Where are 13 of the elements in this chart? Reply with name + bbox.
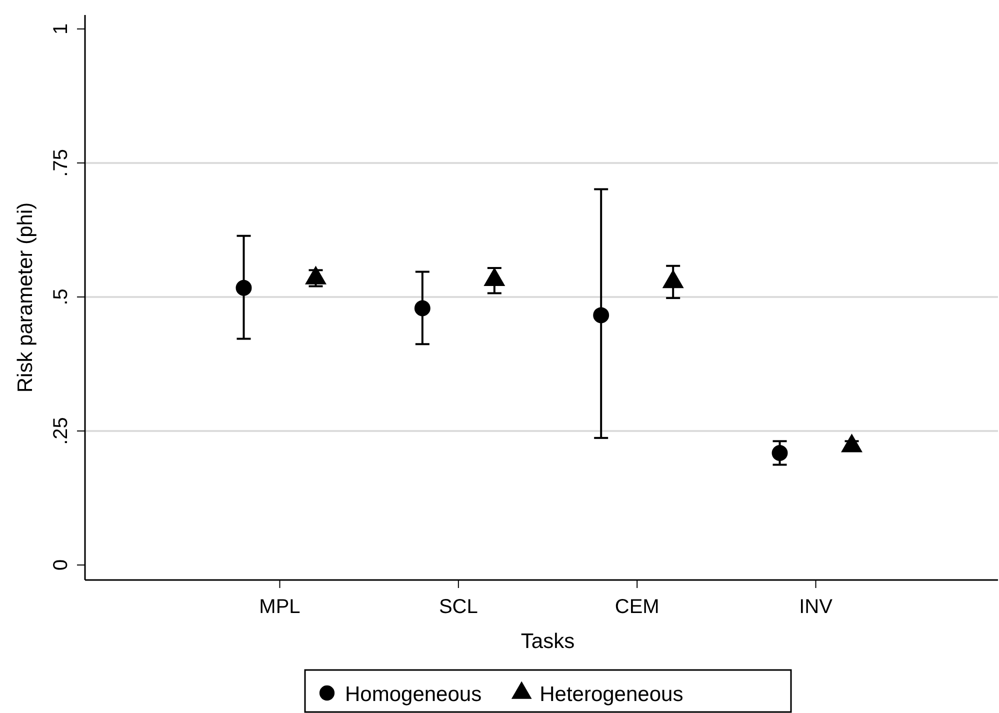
x-tick-label: SCL [438,596,478,618]
x-axis-title: Tasks [520,630,575,653]
y-tick-label: .25 [50,417,72,445]
y-tick-label: 0 [50,559,72,571]
y-axis-title: Risk parameter (phi) [14,202,37,393]
x-tick-label: INV [799,596,834,618]
x-tick-label: CEM [614,596,660,618]
y-tick-label: .5 [50,288,72,306]
legend-label: Homogeneous [345,683,482,706]
y-tick-label: .75 [50,149,72,177]
legend-label: Heterogeneous [540,683,684,706]
x-tick-label: MPL [259,596,300,618]
y-tick-label: 1 [50,23,72,34]
